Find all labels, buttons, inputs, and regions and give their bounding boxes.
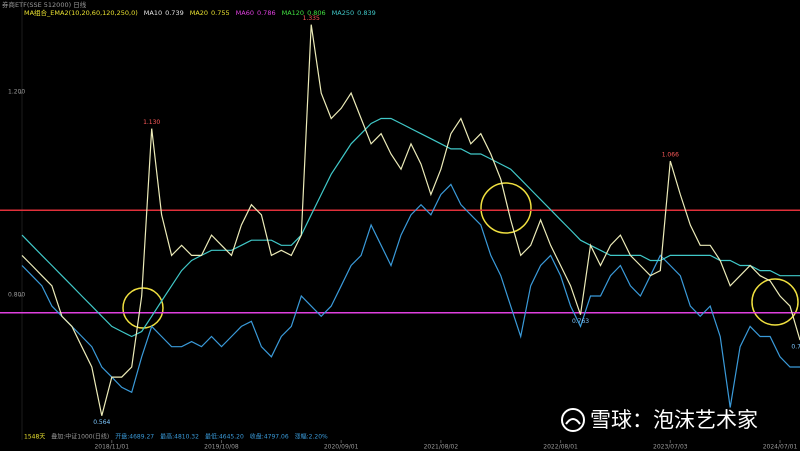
- value-label: 1.066: [662, 152, 679, 159]
- x-tick-label: 2023/07/03: [653, 444, 688, 451]
- series-line: [21, 117, 800, 338]
- legend-name: MA60: [236, 9, 254, 17]
- legend-value: 0.755: [211, 9, 230, 17]
- chart-title: 券商ETF(SSE 512000) 日线: [2, 0, 87, 9]
- x-tick-label: 2019/10/08: [204, 444, 239, 451]
- footer-info: 开盘:4689.27: [115, 433, 154, 441]
- ma-legend: MA组合_EMA2(10,20,60,120,250,0) MA10 0.739 MA…: [24, 8, 376, 17]
- value-label: 0.763: [572, 318, 589, 325]
- legend-name: MA10: [144, 9, 162, 17]
- x-tick-label: 2018/11/01: [94, 444, 129, 451]
- footer-info: 最高:4810.32: [160, 433, 199, 441]
- legend-value: 0.839: [357, 9, 376, 17]
- footer-info: 涨幅:2.20%: [295, 433, 328, 441]
- x-tick-label: 2021/08/02: [424, 444, 459, 451]
- value-label: 1.130: [143, 119, 160, 126]
- footer-info: 收盘:4797.06: [250, 433, 289, 441]
- highlight-circle: [122, 287, 164, 329]
- x-tick-label: 2022/08/01: [543, 444, 578, 451]
- x-tick-label: 2024/07/01: [763, 444, 798, 451]
- legend-name: MA120: [282, 9, 304, 17]
- series-line: [21, 183, 800, 408]
- y-tick-label: 1.200: [8, 89, 25, 96]
- legend-value: 0.739: [165, 9, 184, 17]
- legend-name: MA250: [332, 9, 354, 17]
- watermark: 雪球：泡沫艺术家: [590, 408, 758, 432]
- watermark-icon: [561, 408, 585, 432]
- highlight-circle: [480, 182, 532, 234]
- footer-info: 1548天: [24, 434, 45, 441]
- legend-value: 0.806: [307, 9, 326, 17]
- legend-name: MA20: [190, 9, 208, 17]
- legend-title: MA组合_EMA2(10,20,60,120,250,0): [24, 8, 138, 17]
- value-label: 1.335: [303, 15, 320, 22]
- footer-info: 最低:4645.20: [205, 433, 244, 441]
- footer-info: 叠加:中证1000(日线): [51, 433, 109, 441]
- y-tick-label: 0.800: [8, 291, 25, 298]
- highlight-circle: [751, 278, 799, 326]
- x-tick-label: 2020/09/01: [324, 444, 359, 451]
- value-label: 0.713: [791, 344, 800, 351]
- series-line: [21, 24, 800, 416]
- legend-value: 0.786: [257, 9, 276, 17]
- value-label: 0.564: [93, 419, 110, 426]
